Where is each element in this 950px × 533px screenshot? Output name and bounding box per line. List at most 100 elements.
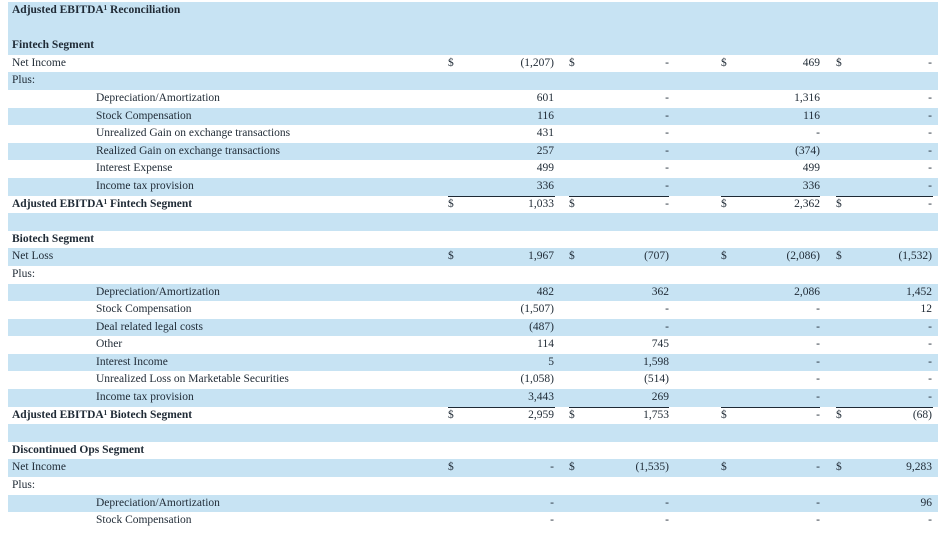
currency-symbol bbox=[448, 284, 460, 302]
value-col-3 bbox=[738, 266, 820, 284]
currency-symbol: $ bbox=[721, 196, 733, 214]
value-col-4 bbox=[853, 213, 932, 231]
value-col-4: - bbox=[853, 319, 932, 337]
value-col-4: 9,283 bbox=[853, 459, 932, 477]
section-header-row: Discontinued Ops Segment bbox=[8, 442, 938, 460]
currency-symbol bbox=[721, 495, 733, 513]
value-col-4 bbox=[853, 266, 932, 284]
value-col-1 bbox=[468, 72, 554, 90]
currency-symbol bbox=[448, 108, 460, 126]
row-label: Discontinued Ops Segment bbox=[12, 442, 144, 460]
currency-symbol bbox=[721, 20, 733, 38]
currency-symbol: $ bbox=[721, 248, 733, 266]
row-label: Interest Income bbox=[96, 354, 168, 372]
currency-symbol: $ bbox=[569, 459, 581, 477]
table-row: Net Loss $1,967 $ (707) $ (2,086) $ (1,532) bbox=[8, 248, 938, 266]
currency-symbol bbox=[448, 301, 460, 319]
value-col-4: - bbox=[853, 108, 932, 126]
section-header-row: Fintech Segment bbox=[8, 37, 938, 55]
currency-symbol bbox=[721, 108, 733, 126]
value-col-1 bbox=[468, 266, 554, 284]
currency-symbol bbox=[569, 354, 581, 372]
row-label: Realized Gain on exchange transactions bbox=[96, 143, 280, 161]
currency-symbol bbox=[836, 389, 848, 407]
row-label: Adjusted EBITDA¹ Biotech Segment bbox=[12, 407, 192, 425]
value-col-1: 1,967 bbox=[468, 248, 554, 266]
value-col-4: 1,452 bbox=[853, 284, 932, 302]
row-label: Unrealized Gain on exchange transactions bbox=[96, 125, 290, 143]
currency-symbol bbox=[569, 231, 581, 249]
row-label: Deal related legal costs bbox=[96, 319, 203, 337]
value-col-2: - bbox=[583, 143, 669, 161]
value-col-3: 1,316 bbox=[738, 90, 820, 108]
table-row: Depreciation/Amortization 482 362 2,086 1,45… bbox=[8, 284, 938, 302]
value-col-3: - bbox=[738, 389, 820, 407]
currency-symbol: $ bbox=[569, 196, 581, 214]
currency-symbol bbox=[569, 213, 581, 231]
row-label: Stock Compensation bbox=[96, 301, 192, 319]
currency-symbol bbox=[448, 178, 460, 196]
currency-symbol bbox=[569, 20, 581, 38]
currency-symbol: $ bbox=[569, 407, 581, 425]
currency-symbol bbox=[569, 37, 581, 55]
table-row: Stock Compensation 116-116- bbox=[8, 108, 938, 126]
currency-symbol bbox=[836, 231, 848, 249]
value-col-4: - bbox=[853, 389, 932, 407]
value-col-2: 269 bbox=[583, 389, 669, 407]
value-col-4: - bbox=[853, 196, 932, 214]
value-col-1: 3,443 bbox=[468, 389, 554, 407]
value-col-3 bbox=[738, 37, 820, 55]
table-row: Income tax provision 3,443 269 - - bbox=[8, 389, 938, 407]
value-col-1: 482 bbox=[468, 284, 554, 302]
value-col-2: 1,753 bbox=[583, 407, 669, 425]
table-row: Plus: bbox=[8, 266, 938, 284]
currency-symbol bbox=[836, 266, 848, 284]
value-col-2: - bbox=[583, 178, 669, 196]
currency-symbol bbox=[448, 160, 460, 178]
currency-symbol: $ bbox=[448, 55, 460, 73]
currency-symbol: $ bbox=[721, 55, 733, 73]
value-col-3 bbox=[738, 477, 820, 495]
value-col-4: - bbox=[853, 160, 932, 178]
currency-symbol: $ bbox=[569, 55, 581, 73]
table-row: Depreciation/Amortization - - - 96 bbox=[8, 495, 938, 513]
currency-symbol: $ bbox=[836, 196, 848, 214]
currency-symbol bbox=[721, 284, 733, 302]
value-col-3: 336 bbox=[738, 178, 820, 196]
value-col-3 bbox=[738, 20, 820, 38]
currency-symbol bbox=[448, 231, 460, 249]
row-label: Plus: bbox=[12, 72, 35, 90]
value-col-1: 2,959 bbox=[468, 407, 554, 425]
value-col-2: - bbox=[583, 90, 669, 108]
value-col-3: - bbox=[738, 512, 820, 530]
value-col-3: 499 bbox=[738, 160, 820, 178]
currency-symbol bbox=[836, 301, 848, 319]
currency-symbol bbox=[448, 319, 460, 337]
currency-symbol bbox=[721, 213, 733, 231]
currency-symbol bbox=[721, 424, 733, 442]
currency-symbol bbox=[448, 143, 460, 161]
currency-symbol bbox=[569, 477, 581, 495]
value-col-3: 116 bbox=[738, 108, 820, 126]
table-row: Deal related legal costs (487) - - - bbox=[8, 319, 938, 337]
currency-symbol: $ bbox=[448, 196, 460, 214]
value-col-1: (487) bbox=[468, 319, 554, 337]
value-col-1 bbox=[468, 424, 554, 442]
row-label: Stock Compensation bbox=[96, 108, 192, 126]
currency-symbol bbox=[721, 371, 733, 389]
currency-symbol bbox=[836, 90, 848, 108]
currency-symbol bbox=[836, 371, 848, 389]
value-col-4: - bbox=[853, 143, 932, 161]
currency-symbol bbox=[836, 442, 848, 460]
currency-symbol: $ bbox=[836, 248, 848, 266]
value-col-4: 96 bbox=[853, 495, 932, 513]
value-col-3: (2,086) bbox=[738, 248, 820, 266]
value-col-4: - bbox=[853, 125, 932, 143]
currency-symbol: $ bbox=[569, 248, 581, 266]
value-col-2 bbox=[583, 72, 669, 90]
value-col-2: - bbox=[583, 512, 669, 530]
value-col-4 bbox=[853, 37, 932, 55]
section-header-row: Biotech Segment bbox=[8, 231, 938, 249]
currency-symbol bbox=[721, 231, 733, 249]
currency-symbol bbox=[836, 319, 848, 337]
